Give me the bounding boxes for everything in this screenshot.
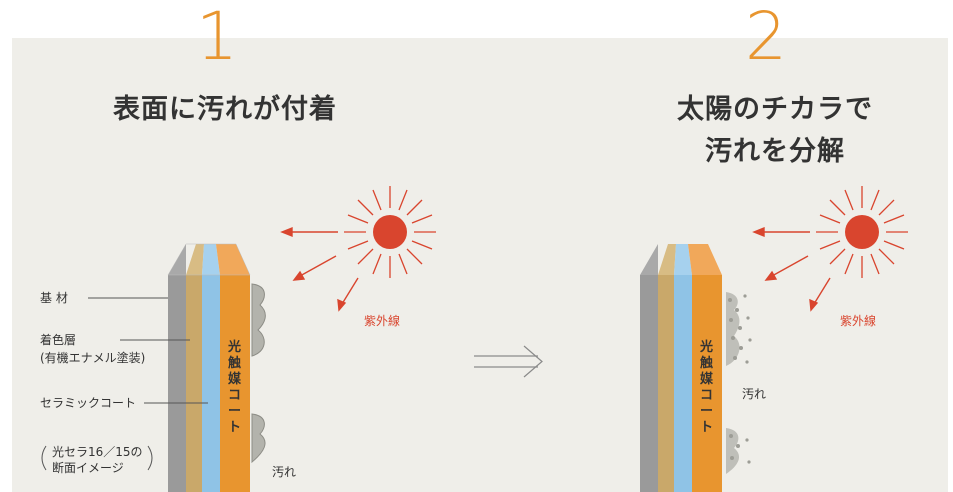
dirt-blob-icon <box>251 283 266 357</box>
label-dirt-left: 汚れ <box>272 465 296 479</box>
step2-number: 2 <box>745 0 787 75</box>
sun-icon <box>816 186 908 278</box>
step1-title: 表面に汚れが付着 <box>113 94 337 125</box>
ceramic-layer <box>202 275 220 492</box>
label-note-line2: 断面イメージ <box>52 460 124 475</box>
uv-arrow-icon <box>280 226 359 312</box>
label-photocatalyst-left: 光 触 媒 コ ー ト <box>227 339 242 435</box>
svg-text:ー: ー <box>700 404 713 419</box>
cross-section-right <box>640 244 722 492</box>
svg-text:光: 光 <box>227 339 241 355</box>
label-uv-left: 紫外線 <box>364 313 400 328</box>
uv-arrow-icon <box>752 226 831 312</box>
svg-text:光: 光 <box>699 339 713 355</box>
sun-icon <box>344 186 436 278</box>
svg-text:媒: 媒 <box>700 371 714 387</box>
step2-title-line1: 太陽のチカラで <box>677 94 873 125</box>
colored-layer <box>186 275 202 492</box>
step1-number: 1 <box>196 0 238 75</box>
label-uv-right: 紫外線 <box>840 313 876 328</box>
label-colored-layer-sub: (有機エナメル塗装) <box>40 350 145 365</box>
svg-text:媒: 媒 <box>228 371 242 387</box>
label-colored-layer: 着色層 <box>40 332 76 347</box>
cross-section-left <box>167 243 251 492</box>
svg-text:触: 触 <box>227 355 241 371</box>
decomposed-dirt-icon <box>726 292 752 474</box>
photocatalyst-layer <box>220 275 250 492</box>
photocatalyst-layer-top <box>216 244 250 275</box>
label-ceramic-coat: セラミックコート <box>40 396 136 410</box>
label-note-line1: 光セラ16／15の <box>52 445 143 459</box>
svg-text:触: 触 <box>699 355 713 371</box>
step2-title-line2: 汚れを分解 <box>705 136 845 167</box>
label-photocatalyst-right: 光 触 媒 コ ー ト <box>699 339 714 435</box>
svg-text:ト: ト <box>228 420 241 435</box>
ceramic-layer-top <box>202 244 220 275</box>
label-substrate: 基 材 <box>40 291 68 305</box>
svg-text:コ: コ <box>700 388 713 403</box>
svg-text:ト: ト <box>700 420 713 435</box>
dirt-blob-icon <box>251 413 266 464</box>
label-dirt-right: 汚れ <box>742 387 766 401</box>
substrate-layer <box>168 275 186 492</box>
svg-text:ー: ー <box>228 404 241 419</box>
double-arrow-icon <box>474 345 543 378</box>
colored-layer-top <box>186 244 204 275</box>
svg-text:コ: コ <box>228 388 241 403</box>
